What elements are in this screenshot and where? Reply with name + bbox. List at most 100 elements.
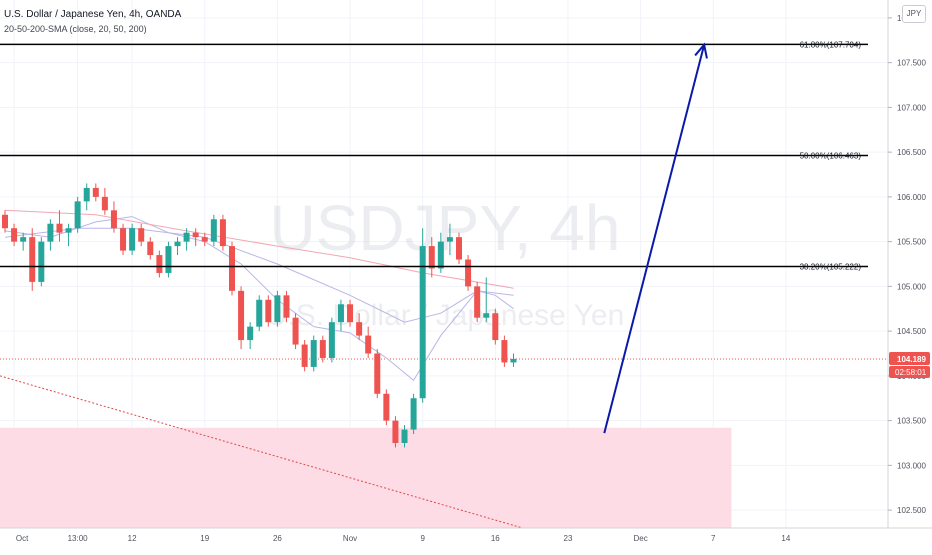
candle-body[interactable] — [392, 420, 399, 443]
candle-body[interactable] — [92, 187, 99, 197]
candle-body[interactable] — [165, 246, 172, 273]
candle-body[interactable] — [229, 246, 235, 291]
candle-body[interactable] — [292, 317, 299, 345]
candle-body[interactable] — [265, 299, 272, 323]
candle-body[interactable] — [20, 237, 27, 242]
candle-body[interactable] — [446, 237, 453, 242]
candle-body[interactable] — [56, 223, 63, 233]
candle-body[interactable] — [201, 237, 208, 242]
time-tick-label: 16 — [491, 534, 500, 543]
candle-body[interactable] — [365, 335, 372, 354]
time-tick-label: 13:00 — [68, 534, 89, 543]
price-tick-label: 104.500 — [897, 327, 926, 336]
price-tick-label: 106.000 — [897, 193, 926, 202]
candle-body[interactable] — [156, 255, 163, 273]
time-tick-label: 14 — [781, 534, 790, 543]
candle-body[interactable] — [47, 223, 54, 242]
candle-body[interactable] — [120, 228, 127, 251]
candle-body[interactable] — [11, 228, 18, 242]
candle-body[interactable] — [401, 429, 408, 443]
candle-body[interactable] — [419, 246, 426, 399]
dotted-trendline[interactable] — [0, 375, 523, 529]
candle-body[interactable] — [319, 340, 326, 358]
chart-title: U.S. Dollar / Japanese Yen, 4h, OANDA — [4, 9, 182, 20]
time-tick-label: 23 — [564, 534, 573, 543]
candle-body[interactable] — [410, 398, 417, 430]
candle-body[interactable] — [110, 210, 117, 229]
watermark-name: U.S. Dollar / Japanese Yen — [266, 299, 625, 332]
price-axis-bg — [888, 0, 932, 550]
candle-body[interactable] — [256, 299, 263, 327]
candle-body[interactable] — [129, 228, 136, 251]
fib-level-label: 50.00%(106.463) — [800, 151, 862, 160]
price-tick-label: 103.000 — [897, 461, 926, 470]
candle-body[interactable] — [328, 322, 335, 358]
candle-body[interactable] — [38, 241, 45, 282]
price-tick-label: 105.500 — [897, 238, 926, 247]
candle-body[interactable] — [337, 304, 344, 323]
time-tick-label: 26 — [273, 534, 282, 543]
forecast-arrow[interactable] — [603, 44, 706, 434]
candle-body[interactable] — [474, 286, 481, 318]
candle-body[interactable] — [483, 313, 490, 318]
candle-body[interactable] — [101, 196, 108, 211]
candle-body[interactable] — [2, 214, 8, 229]
candle-body[interactable] — [283, 295, 290, 318]
sma-50-line — [4, 227, 514, 323]
candle-body[interactable] — [183, 232, 190, 242]
candle-body[interactable] — [147, 241, 154, 256]
candle-body[interactable] — [492, 313, 499, 341]
time-tick-label: 19 — [200, 534, 209, 543]
time-tick-label: 9 — [420, 534, 425, 543]
time-tick-label: Dec — [633, 534, 647, 543]
candle-body[interactable] — [219, 219, 226, 247]
candle-body[interactable] — [29, 237, 36, 282]
candle-body[interactable] — [238, 290, 245, 341]
current-price-tag[interactable] — [889, 351, 930, 365]
candle-body[interactable] — [83, 187, 90, 202]
price-tick-label: 107.500 — [897, 59, 926, 68]
candle-body[interactable] — [74, 201, 81, 229]
fib-level-label: 61.80%(107.704) — [800, 40, 862, 49]
candle-body[interactable] — [510, 358, 517, 363]
candle-body[interactable] — [192, 232, 199, 238]
price-tick-label: 103.500 — [897, 417, 926, 426]
bar-countdown-tag — [889, 365, 930, 378]
price-tick-label: 106.500 — [897, 148, 926, 157]
candle-body[interactable] — [374, 353, 381, 394]
candle-body[interactable] — [383, 393, 390, 421]
candle-body[interactable] — [356, 322, 363, 336]
watermark-symbol: USDJPY, 4h — [270, 192, 621, 264]
candle-body[interactable] — [210, 219, 217, 242]
candle-body[interactable] — [456, 237, 462, 260]
candle-body[interactable] — [65, 228, 72, 233]
price-tick-label: 107.000 — [897, 103, 926, 112]
candle-body[interactable] — [274, 295, 281, 323]
time-axis-bg — [0, 528, 932, 550]
time-tick-label: 7 — [711, 534, 716, 543]
price-tick-label: 105.000 — [897, 282, 926, 291]
candle-body[interactable] — [428, 246, 435, 269]
candle-body[interactable] — [174, 241, 181, 247]
candle-body[interactable] — [437, 241, 444, 269]
forecast-arrow-head — [694, 42, 708, 59]
candle-body[interactable] — [310, 340, 317, 367]
candle-body[interactable] — [138, 228, 145, 242]
candle-body[interactable] — [465, 259, 472, 287]
fib-level-label: 38.20%(105.222) — [800, 263, 862, 272]
current-price-value: 104.189 — [897, 355, 926, 364]
time-tick-label: Nov — [343, 534, 357, 543]
candle-body[interactable] — [501, 340, 508, 363]
price-tick-label: 102.500 — [897, 506, 926, 515]
demand-zone-box[interactable] — [0, 427, 732, 528]
candle-body[interactable] — [301, 344, 308, 367]
time-tick-label: 12 — [128, 534, 137, 543]
currency-badge[interactable]: JPY — [902, 5, 926, 23]
bar-countdown-value: 02:58:01 — [895, 368, 927, 377]
candle-body[interactable] — [247, 326, 254, 341]
candle-body[interactable] — [347, 304, 354, 323]
indicator-legend[interactable]: 20-50-200-SMA (close, 20, 50, 200) — [4, 24, 147, 34]
time-tick-label: Oct — [16, 534, 29, 543]
